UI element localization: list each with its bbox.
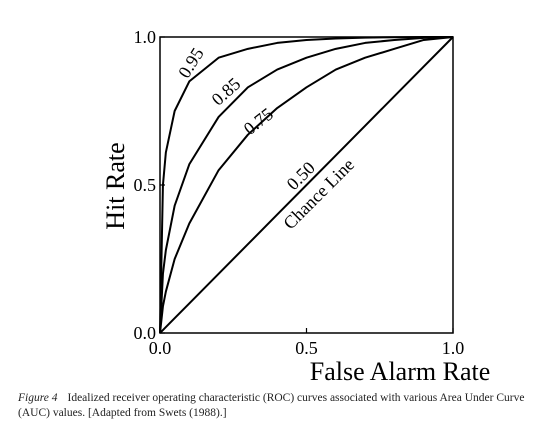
curve-label: 0.75 [240,104,277,139]
caption-text: Idealized receiver operating characteris… [18,392,525,419]
caption-label: Figure 4 [18,392,58,404]
chance-line-label: Chance Line [279,154,358,233]
y-tick-label: 0.0 [134,323,157,343]
curve-label: 0.85 [208,74,245,110]
x-tick-label: 1.0 [442,338,465,358]
y-axis-label: Hit Rate [101,142,130,229]
caption: Figure 4 Idealized receiver operating cha… [18,391,543,421]
roc-curve [159,36,454,334]
roc-curve [159,36,454,334]
roc-curve [159,36,454,334]
chart: False Alarm Rate Hit Rate 0.0 0.5 1.0 0.0 0.… [101,27,491,386]
x-axis-label: False Alarm Rate [310,357,491,386]
y-tick-label: 1.0 [134,27,157,47]
x-tick-label: 0.0 [149,338,172,358]
y-tick-label: 0.5 [134,175,157,195]
curve-label: 0.95 [174,44,208,81]
roc-curve [159,36,453,334]
x-tick-label: 0.5 [295,338,318,358]
